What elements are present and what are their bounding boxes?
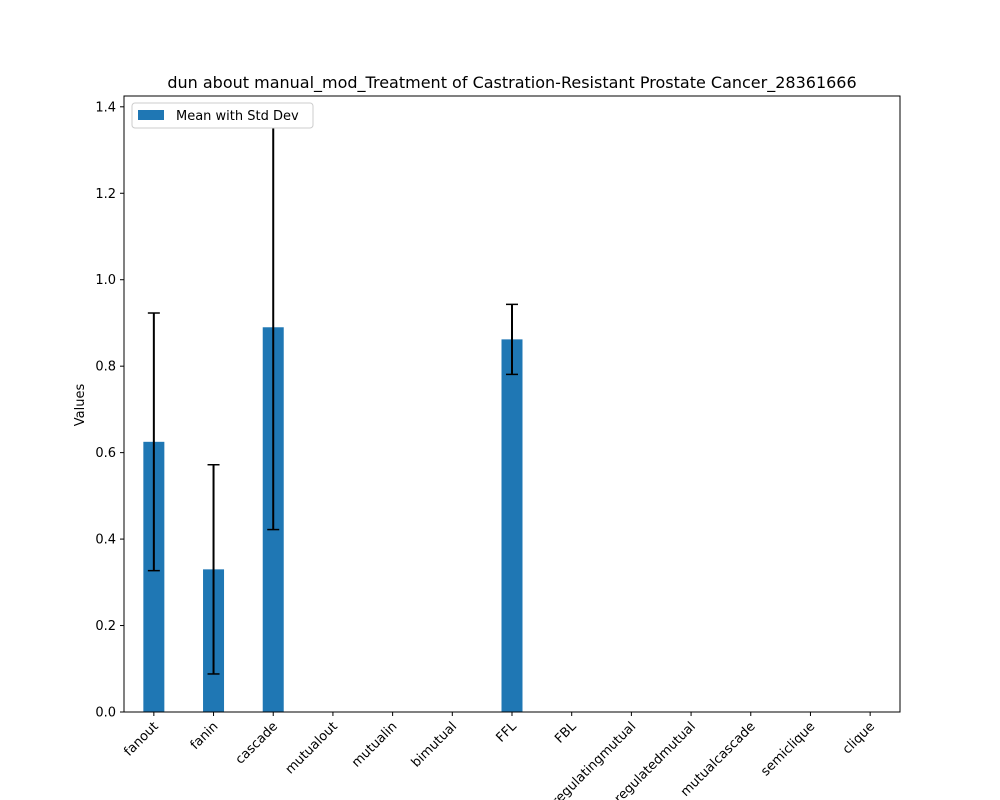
legend-swatch — [138, 110, 164, 120]
y-axis: 0.0 0.2 0.4 0.6 0.8 1.0 1.2 1.4 — [95, 100, 124, 721]
legend-box — [131, 102, 314, 129]
chart-title: dun about manual_mod_Treatment of Castra… — [167, 73, 856, 93]
bar-ffl — [501, 339, 523, 712]
plot-frame — [123, 95, 901, 713]
y-tick-label: 0.6 — [95, 446, 116, 461]
y-tick-label: 1.2 — [95, 187, 116, 202]
legend: Mean with Std Dev — [131, 102, 314, 129]
error-bar-fanin — [207, 463, 220, 675]
y-tick-label: 0.0 — [95, 706, 116, 721]
y-tick-label: 1.4 — [95, 100, 116, 115]
y-tick-label: 0.4 — [95, 533, 116, 548]
y-tick-label: 1.0 — [95, 273, 116, 288]
y-tick-label: 0.8 — [95, 360, 116, 375]
bar-fanout — [143, 441, 165, 712]
legend-label: Mean with Std Dev — [176, 109, 299, 124]
error-bar-fanout — [147, 312, 160, 572]
error-bars-layer — [147, 124, 518, 675]
y-axis-label: Values — [73, 384, 88, 427]
y-tick-label: 0.2 — [95, 619, 116, 634]
error-bar-ffl — [506, 303, 518, 376]
